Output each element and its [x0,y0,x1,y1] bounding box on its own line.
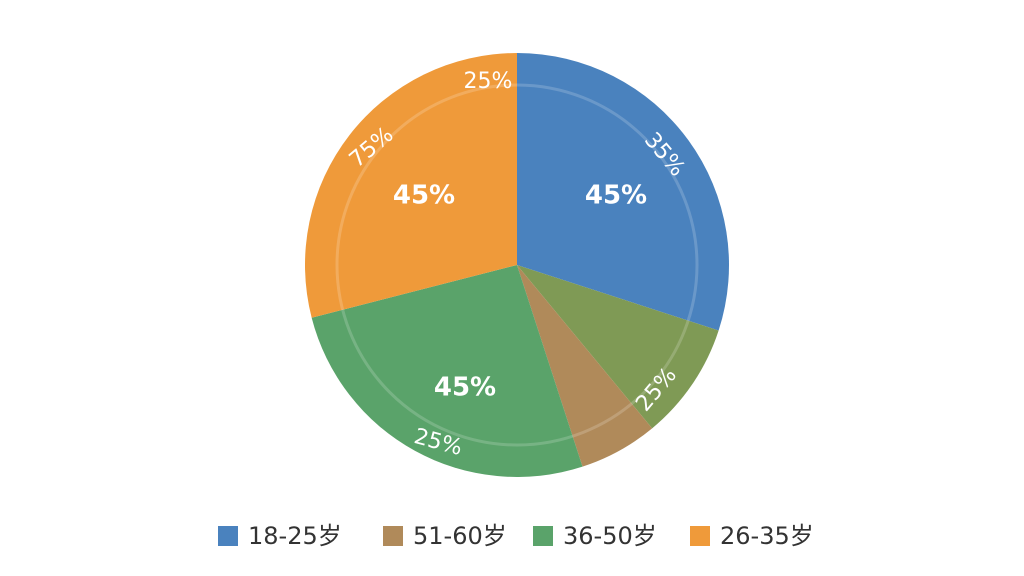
annotation: 45% [393,181,455,211]
pie [305,53,729,477]
pie-slice [311,265,583,477]
legend-swatch [533,526,553,546]
legend-label: 51-60岁 [413,522,507,550]
legend-swatch [690,526,710,546]
legend-label: 18-25岁 [248,522,342,550]
pie-slice [517,265,719,429]
annotation: 45% [434,373,496,403]
inner-ring [335,83,699,447]
pie-slice [305,53,517,318]
pie-slice [517,265,653,467]
pie-slice [517,53,729,331]
annotation: 45% [585,181,647,211]
legend-label: 36-50岁 [563,522,657,550]
annotation: 25% [464,69,513,94]
legend-swatch [383,526,403,546]
legend-swatch [218,526,238,546]
legend: 18-25岁 51-60岁 36-50岁 26-35岁 [218,522,814,550]
legend-label: 26-35岁 [720,522,814,550]
